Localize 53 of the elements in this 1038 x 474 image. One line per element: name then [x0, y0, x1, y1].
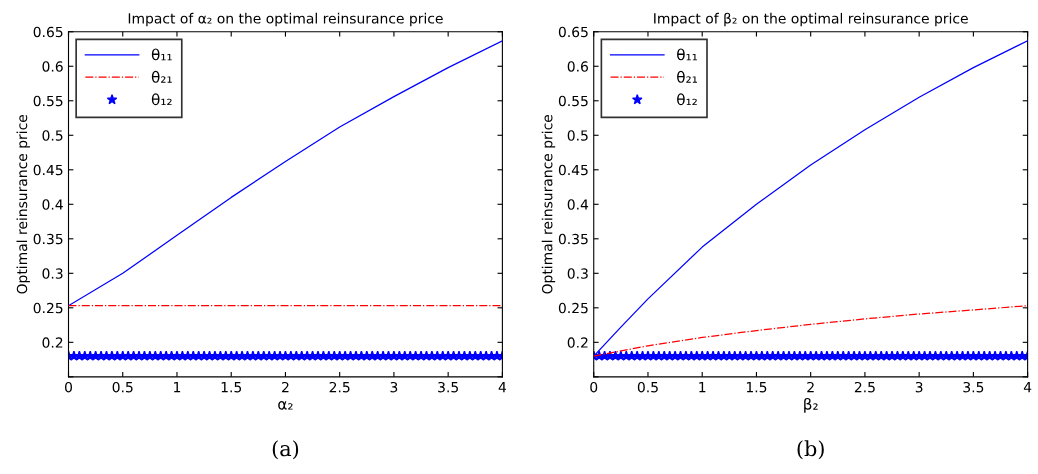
- y-tick-label: 0.3: [42, 268, 63, 279]
- y-tick-label: 0.4: [42, 199, 63, 210]
- y-tick-label: 0.45: [558, 164, 588, 176]
- y-tick-label: 0.35: [558, 233, 588, 245]
- y-tick-label: 0.3: [567, 268, 588, 279]
- x-tick-label: 2.5: [854, 381, 875, 393]
- x-axis-title: β₂: [804, 397, 818, 413]
- x-tick-label: 1: [699, 382, 706, 393]
- y-tick-label: 0.25: [33, 302, 63, 314]
- y-axis-title: Optimal reinsurance price: [541, 114, 556, 294]
- x-tick-label: 1.5: [746, 382, 767, 393]
- line-series: [68, 40, 503, 307]
- y-tick-label: 0.2: [42, 337, 63, 348]
- y-tick-label: 0.5: [567, 130, 588, 141]
- y-axis-title: Optimal reinsurance price: [16, 114, 30, 294]
- x-tick-label: 3.5: [438, 381, 458, 393]
- legend-label: θ₁₂: [677, 93, 697, 106]
- x-tick-label: 1.5: [221, 382, 242, 393]
- x-axis-title: α₂: [278, 400, 293, 410]
- x-tick-label: 2: [807, 381, 814, 393]
- legend-label: θ₂₁: [677, 70, 697, 83]
- y-tick-label: 0.55: [33, 95, 63, 107]
- x-tick-label: 4: [498, 382, 507, 393]
- y-tick-label: 0.25: [558, 302, 588, 314]
- legend-label: θ₁₁: [151, 48, 172, 61]
- text: (a): [272, 440, 299, 460]
- x-tick-label: 0: [65, 381, 72, 393]
- x-tick-label: 3.5: [963, 381, 984, 393]
- legend-label: θ₁₂: [151, 93, 172, 106]
- y-tick-label: 0.65: [33, 26, 63, 38]
- y-tick-label: 0.4: [567, 199, 589, 210]
- x-tick-label: 0.5: [637, 381, 658, 393]
- y-tick-label: 0.5: [42, 130, 63, 141]
- y-tick-label: 0.45: [33, 164, 63, 176]
- chart-title: Impact of α₂ on the optimal reinsurance price: [128, 12, 443, 27]
- x-tick-label: 0: [590, 381, 598, 393]
- chart-title: Impact of β₂ on the optimal reinsurance price: [654, 12, 968, 27]
- x-tick-label: 4: [1023, 382, 1032, 393]
- y-tick-label: 0.6: [567, 61, 588, 72]
- y-tick-label: 0.55: [558, 95, 588, 107]
- x-tick-label: 2: [282, 381, 289, 393]
- y-tick-label: 0.35: [33, 233, 63, 245]
- x-tick-label: 0.5: [112, 381, 133, 393]
- text: (b): [797, 440, 824, 460]
- y-tick-label: 0.6: [42, 61, 63, 72]
- x-tick-label: 1: [174, 382, 181, 393]
- y-tick-label: 0.65: [558, 26, 588, 38]
- legend-label: θ₁₁: [677, 48, 697, 61]
- x-tick-label: 2.5: [329, 381, 350, 393]
- y-tick-label: 0.2: [567, 337, 588, 348]
- x-tick-label: 3: [390, 381, 398, 393]
- legend-label: θ₂₁: [151, 70, 172, 83]
- x-tick-label: 3: [915, 381, 923, 393]
